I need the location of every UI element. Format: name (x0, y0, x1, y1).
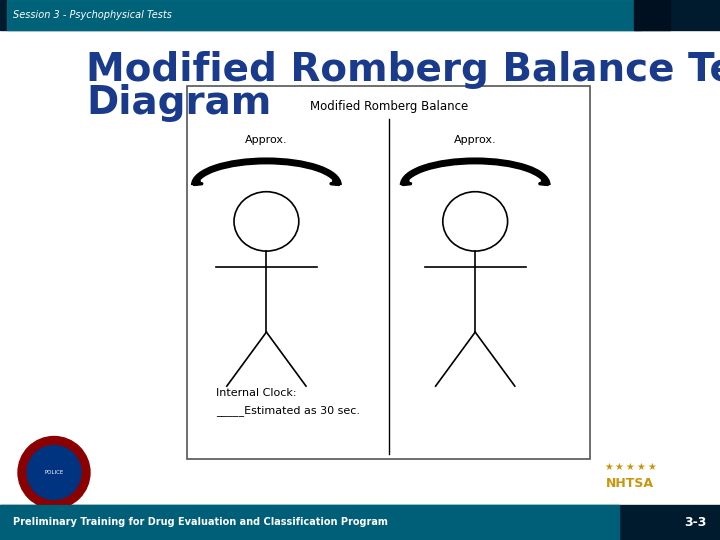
Text: Session 3 - Psychophysical Tests: Session 3 - Psychophysical Tests (13, 10, 172, 20)
Ellipse shape (443, 192, 508, 251)
Bar (0, 30, 720, 505)
Text: ★: ★ (647, 462, 656, 472)
Text: Preliminary Training for Drug Evaluation and Classification Program: Preliminary Training for Drug Evaluation… (13, 517, 388, 528)
Text: POLICE: POLICE (45, 470, 63, 475)
Text: NHTSA: NHTSA (606, 477, 654, 490)
Text: Modified Romberg Balance: Modified Romberg Balance (310, 100, 468, 113)
Bar (7, 0, 641, 30)
Text: ★: ★ (626, 462, 634, 472)
Ellipse shape (27, 446, 81, 500)
Bar (0, 505, 720, 540)
Text: ★: ★ (604, 462, 613, 472)
Text: Modified Romberg Balance Test: Modified Romberg Balance Test (86, 51, 720, 89)
Bar (0, 30, 720, 505)
Text: _____Estimated as 30 sec.: _____Estimated as 30 sec. (216, 405, 360, 416)
Text: 3-3: 3-3 (685, 516, 707, 529)
Text: Diagram: Diagram (86, 84, 271, 122)
Text: Internal Clock:: Internal Clock: (216, 388, 297, 397)
Ellipse shape (18, 436, 90, 509)
Bar (0, 0, 720, 30)
Bar (634, 0, 670, 30)
Ellipse shape (234, 192, 299, 251)
Text: Approx.: Approx. (245, 136, 288, 145)
Text: ★: ★ (636, 462, 645, 472)
Text: ★: ★ (615, 462, 624, 472)
Text: Approx.: Approx. (454, 136, 497, 145)
Bar (0, 505, 619, 540)
Bar (187, 86, 590, 459)
